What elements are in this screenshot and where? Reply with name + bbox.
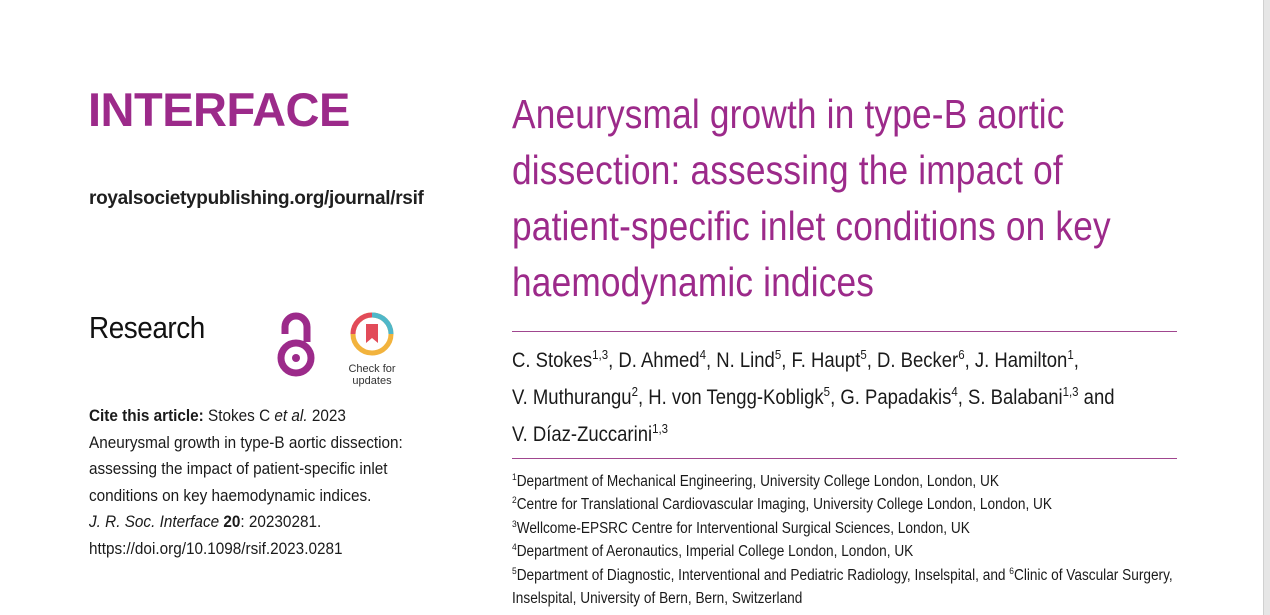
affiliation: 5Department of Diagnostic, Interventiona… (512, 565, 1173, 584)
author: H. von Tengg-Kobligk (648, 385, 824, 409)
citation-line-1: Cite this article: Stokes C et al. 2023 (89, 406, 346, 425)
author: V. Díaz-Zuccarini (512, 422, 653, 446)
divider-top (512, 331, 1177, 332)
check-for-updates-button[interactable]: Check for updates (342, 312, 402, 387)
citation-journal-line: J. R. Soc. Interface 20: 20230281. (89, 512, 322, 531)
author: S. Balabani (968, 385, 1063, 409)
citation-doi[interactable]: https://doi.org/10.1098/rsif.2023.0281 (89, 538, 343, 558)
article-title: Aneurysmal growth in type-B aortic disse… (512, 91, 1111, 305)
citation-block: Cite this article: Stokes C et al. 2023 … (89, 403, 403, 562)
affiliation: 3Wellcome-EPSRC Centre for Interventiona… (512, 518, 970, 537)
citation-title-line: Aneurysmal growth in type-B aortic disse… (89, 432, 403, 452)
affiliation-list: 1Department of Mechanical Engineering, U… (512, 470, 1173, 610)
author: N. Lind (716, 348, 775, 372)
cite-label: Cite this article: (89, 406, 204, 425)
affiliation: 2Centre for Translational Cardiovascular… (512, 495, 1052, 514)
citation-title-line: conditions on key haemodynamic indices. (89, 485, 372, 505)
scrollbar[interactable] (1263, 0, 1270, 615)
divider-bottom (512, 458, 1177, 459)
author-list: C. Stokes1,3, D. Ahmed4, N. Lind5, F. Ha… (512, 346, 1115, 446)
author: G. Papadakis (840, 385, 952, 409)
journal-url[interactable]: royalsocietypublishing.org/journal/rsif (89, 188, 424, 209)
author: D. Ahmed (618, 348, 700, 372)
author: C. Stokes (512, 348, 593, 372)
open-access-icon (277, 312, 315, 377)
author: F. Haupt (791, 348, 861, 372)
journal-logo: INTERFACE (88, 83, 350, 136)
citation-title-line: assessing the impact of patient-specific… (89, 459, 388, 478)
affiliation: Inselspital, University of Bern, Bern, S… (512, 590, 803, 608)
affiliation: 4Department of Aeronautics, Imperial Col… (512, 542, 914, 561)
article-type: Research (89, 310, 205, 345)
author: V. Muthurangu (512, 385, 632, 409)
check-updates-label: Check for updates (348, 363, 396, 387)
author: J. Hamilton (974, 348, 1068, 372)
check-updates-icon (350, 312, 394, 356)
affiliation: 1Department of Mechanical Engineering, U… (512, 472, 999, 490)
author: D. Becker (877, 348, 959, 372)
